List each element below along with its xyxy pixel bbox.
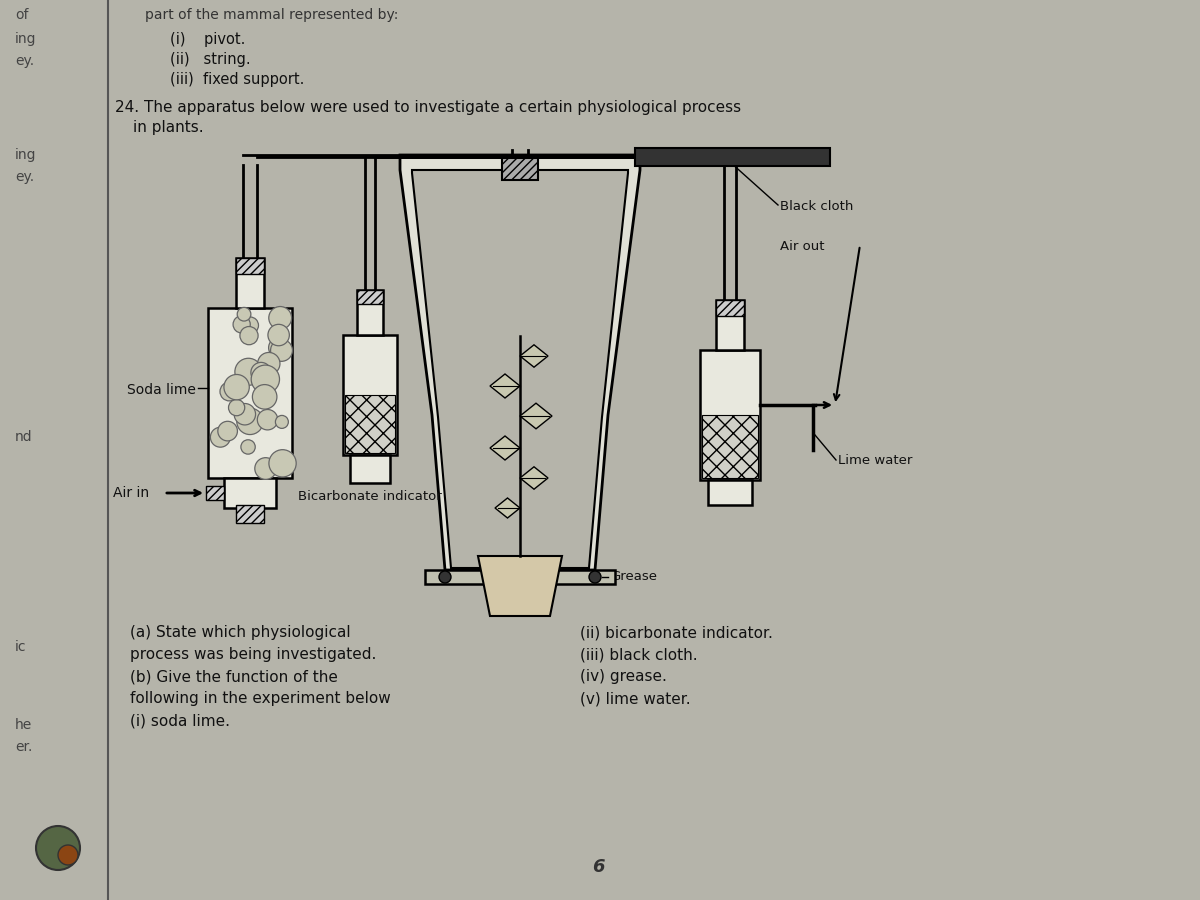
Bar bbox=[708, 480, 752, 505]
Text: (i) soda lime.: (i) soda lime. bbox=[130, 713, 230, 728]
Text: in plants.: in plants. bbox=[133, 120, 204, 135]
Circle shape bbox=[257, 410, 277, 430]
Bar bbox=[716, 300, 744, 350]
Circle shape bbox=[251, 365, 280, 393]
Text: ey.: ey. bbox=[14, 54, 34, 68]
Polygon shape bbox=[520, 345, 548, 367]
Text: Air in: Air in bbox=[113, 486, 149, 500]
Text: Lime water: Lime water bbox=[838, 454, 912, 466]
Circle shape bbox=[210, 428, 230, 447]
Polygon shape bbox=[412, 170, 628, 568]
Text: following in the experiment below: following in the experiment below bbox=[130, 691, 391, 706]
Text: (ii)   string.: (ii) string. bbox=[170, 52, 251, 67]
Polygon shape bbox=[490, 374, 520, 398]
Circle shape bbox=[269, 450, 296, 477]
Text: part of the mammal represented by:: part of the mammal represented by: bbox=[145, 8, 398, 22]
Circle shape bbox=[252, 384, 277, 410]
Bar bbox=[206, 486, 224, 500]
Circle shape bbox=[58, 845, 78, 865]
Circle shape bbox=[269, 338, 289, 358]
Circle shape bbox=[226, 376, 244, 395]
Circle shape bbox=[224, 374, 250, 400]
Circle shape bbox=[268, 324, 289, 346]
Text: ic: ic bbox=[14, 640, 26, 654]
Text: ing: ing bbox=[14, 148, 36, 162]
Text: er.: er. bbox=[14, 740, 32, 754]
Text: Potted: Potted bbox=[498, 590, 541, 603]
Bar bbox=[635, 148, 830, 166]
Text: Soda lime: Soda lime bbox=[127, 383, 196, 397]
Circle shape bbox=[254, 458, 276, 480]
Bar bbox=[224, 478, 276, 508]
Circle shape bbox=[36, 826, 80, 870]
Circle shape bbox=[589, 571, 601, 583]
Circle shape bbox=[439, 571, 451, 583]
Text: of: of bbox=[14, 8, 29, 22]
Bar bbox=[425, 570, 616, 584]
Bar bbox=[346, 395, 395, 453]
Text: (a) State which physiological: (a) State which physiological bbox=[130, 625, 350, 640]
Polygon shape bbox=[520, 403, 552, 428]
Polygon shape bbox=[520, 467, 548, 490]
Bar bbox=[716, 300, 744, 316]
Text: (iii)  fixed support.: (iii) fixed support. bbox=[170, 72, 305, 87]
Text: Bicarbonate indicator: Bicarbonate indicator bbox=[298, 490, 442, 503]
Bar bbox=[236, 258, 264, 274]
Circle shape bbox=[236, 408, 263, 435]
Text: Grease: Grease bbox=[610, 570, 658, 583]
Text: ey.: ey. bbox=[14, 170, 34, 184]
Bar bbox=[702, 415, 758, 478]
Text: Air out: Air out bbox=[780, 240, 824, 253]
Bar bbox=[236, 505, 264, 523]
Circle shape bbox=[251, 363, 271, 382]
Text: (b) Give the function of the: (b) Give the function of the bbox=[130, 669, 338, 684]
Circle shape bbox=[241, 317, 258, 334]
Text: (iv) grease.: (iv) grease. bbox=[580, 669, 667, 684]
Polygon shape bbox=[496, 498, 520, 518]
Circle shape bbox=[220, 382, 239, 400]
Circle shape bbox=[238, 308, 251, 321]
Circle shape bbox=[235, 358, 262, 385]
Bar bbox=[236, 258, 264, 308]
Text: 24. The apparatus below were used to investigate a certain physiological process: 24. The apparatus below were used to inv… bbox=[115, 100, 742, 115]
Circle shape bbox=[269, 307, 292, 329]
Circle shape bbox=[276, 416, 288, 428]
Text: process was being investigated.: process was being investigated. bbox=[130, 647, 377, 662]
Polygon shape bbox=[400, 155, 640, 570]
Circle shape bbox=[258, 353, 280, 374]
Bar bbox=[358, 290, 383, 304]
Bar bbox=[700, 350, 760, 480]
Circle shape bbox=[228, 400, 245, 416]
Bar bbox=[350, 455, 390, 483]
Bar bbox=[343, 335, 397, 455]
Circle shape bbox=[234, 403, 256, 425]
Text: 6: 6 bbox=[592, 858, 605, 876]
Circle shape bbox=[270, 339, 293, 361]
Circle shape bbox=[233, 316, 251, 333]
Text: nd: nd bbox=[14, 430, 32, 444]
Bar bbox=[358, 290, 383, 335]
Circle shape bbox=[241, 440, 256, 454]
Bar bbox=[502, 158, 538, 180]
Circle shape bbox=[240, 327, 258, 345]
Text: (ii) bicarbonate indicator.: (ii) bicarbonate indicator. bbox=[580, 625, 773, 640]
Text: he: he bbox=[14, 718, 32, 732]
Text: ing: ing bbox=[14, 32, 36, 46]
Text: (v) lime water.: (v) lime water. bbox=[580, 691, 691, 706]
Polygon shape bbox=[478, 556, 562, 616]
Text: (i)    pivot.: (i) pivot. bbox=[170, 32, 245, 47]
Text: Black cloth: Black cloth bbox=[780, 200, 853, 213]
Bar bbox=[208, 308, 292, 478]
Polygon shape bbox=[490, 436, 520, 460]
Circle shape bbox=[218, 421, 238, 441]
Text: (iii) black cloth.: (iii) black cloth. bbox=[580, 647, 697, 662]
